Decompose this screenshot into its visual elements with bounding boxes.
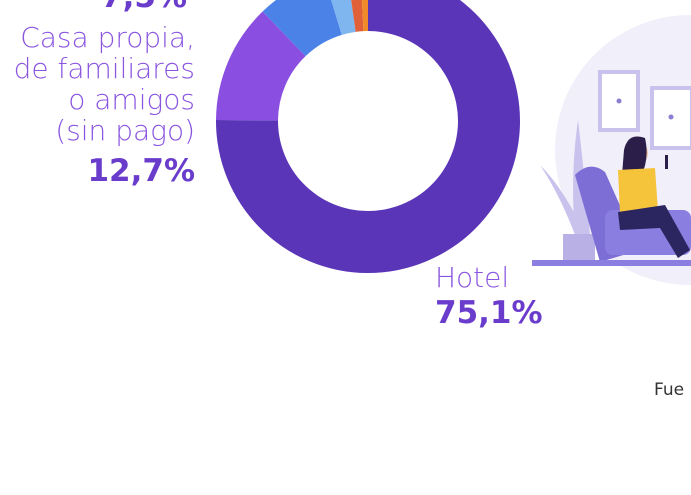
- value-label: 12,7%: [87, 153, 195, 189]
- value-label: 75,1%: [435, 295, 543, 331]
- category-label: Hotel: [435, 261, 510, 294]
- donut-segment: [361, 0, 368, 32]
- category-label: Casa propia, de familiares o amigos (sin…: [13, 21, 195, 147]
- donut: [216, 0, 520, 273]
- donut-segment: [331, 0, 356, 35]
- illustration: [532, 15, 691, 285]
- source: Fue: [654, 380, 685, 400]
- value-label: 7,5%: [101, 0, 187, 14]
- donut-segment: [216, 0, 520, 273]
- donut-segment: [262, 0, 342, 57]
- donut-segment: [351, 0, 364, 32]
- donut-segment: [216, 11, 306, 121]
